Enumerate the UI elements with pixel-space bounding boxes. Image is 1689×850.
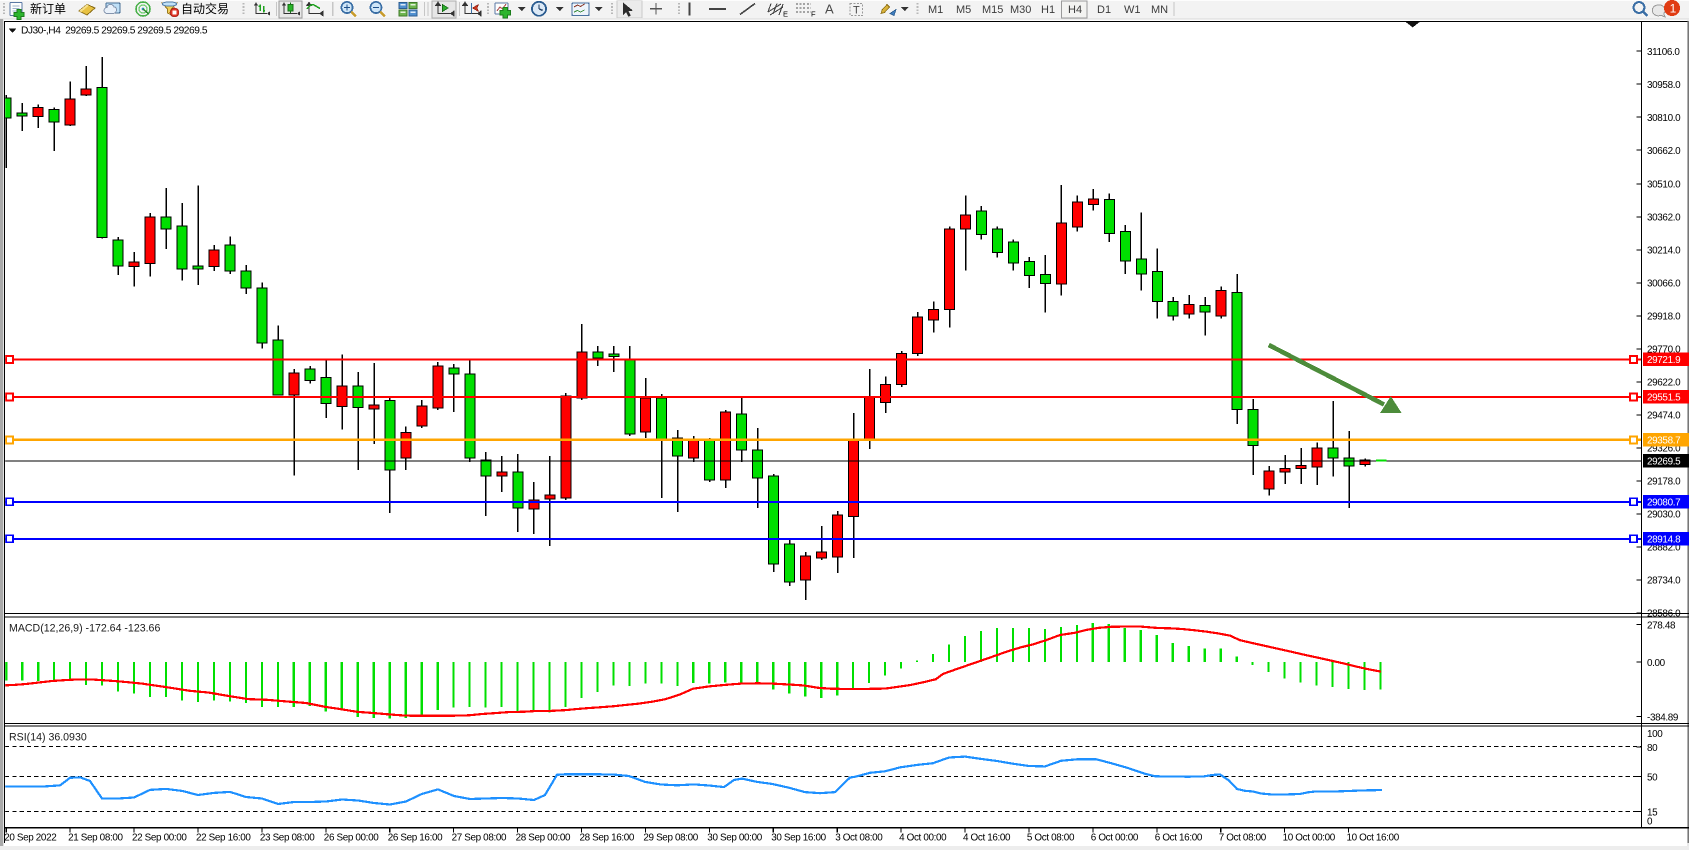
svg-text:29326.0: 29326.0 xyxy=(1647,444,1681,455)
svg-text:M15: M15 xyxy=(982,4,1003,16)
svg-text:10 Oct 16:00: 10 Oct 16:00 xyxy=(1347,832,1400,843)
svg-text:23 Sep 08:00: 23 Sep 08:00 xyxy=(260,832,315,843)
svg-text:29551.5: 29551.5 xyxy=(1647,393,1681,404)
svg-text:6 Oct 00:00: 6 Oct 00:00 xyxy=(1091,832,1139,843)
svg-text:3 Oct 08:00: 3 Oct 08:00 xyxy=(835,832,883,843)
svg-text:1: 1 xyxy=(1670,1,1677,15)
svg-text:28 Sep 16:00: 28 Sep 16:00 xyxy=(580,832,635,843)
svg-text:MN: MN xyxy=(1151,4,1168,16)
svg-text:T: T xyxy=(853,5,860,17)
svg-text:30362.0: 30362.0 xyxy=(1647,213,1681,224)
svg-text:278.48: 278.48 xyxy=(1647,620,1676,631)
svg-text:新订单: 新订单 xyxy=(30,1,66,16)
svg-text:21 Sep 08:00: 21 Sep 08:00 xyxy=(68,832,123,843)
svg-text:29358.7: 29358.7 xyxy=(1647,436,1680,447)
svg-text:29770.0: 29770.0 xyxy=(1647,345,1681,356)
svg-text:29918.0: 29918.0 xyxy=(1647,312,1681,323)
svg-text:28882.0: 28882.0 xyxy=(1647,543,1681,554)
svg-text:15: 15 xyxy=(1647,807,1658,818)
svg-text:22 Sep 00:00: 22 Sep 00:00 xyxy=(132,832,187,843)
svg-text:RSI(14) 36.0930: RSI(14) 36.0930 xyxy=(9,732,87,744)
svg-text:31106.0: 31106.0 xyxy=(1647,47,1680,58)
svg-text:50: 50 xyxy=(1647,772,1658,783)
svg-text:26 Sep 00:00: 26 Sep 00:00 xyxy=(324,832,379,843)
svg-text:E: E xyxy=(783,10,788,19)
svg-text:7 Oct 08:00: 7 Oct 08:00 xyxy=(1219,832,1267,843)
svg-text:W1: W1 xyxy=(1124,4,1141,16)
svg-text:自动交易: 自动交易 xyxy=(181,1,229,16)
svg-text:0.00: 0.00 xyxy=(1647,658,1666,669)
svg-text:H4: H4 xyxy=(1068,4,1082,16)
svg-text:29622.0: 29622.0 xyxy=(1647,378,1681,389)
svg-text:30066.0: 30066.0 xyxy=(1647,279,1681,290)
svg-text:5 Oct 08:00: 5 Oct 08:00 xyxy=(1027,832,1075,843)
svg-text:4 Oct 00:00: 4 Oct 00:00 xyxy=(899,832,947,843)
svg-text:28 Sep 00:00: 28 Sep 00:00 xyxy=(516,832,571,843)
svg-text:26 Sep 16:00: 26 Sep 16:00 xyxy=(388,832,443,843)
svg-text:30662.0: 30662.0 xyxy=(1647,146,1681,157)
svg-text:M5: M5 xyxy=(956,4,971,16)
svg-text:29 Sep 08:00: 29 Sep 08:00 xyxy=(643,832,698,843)
svg-text:30 Sep 16:00: 30 Sep 16:00 xyxy=(771,832,826,843)
svg-text:80: 80 xyxy=(1647,743,1658,754)
svg-text:28734.0: 28734.0 xyxy=(1647,576,1681,587)
svg-text:4 Oct 16:00: 4 Oct 16:00 xyxy=(963,832,1011,843)
svg-text:28586.0: 28586.0 xyxy=(1647,609,1681,620)
svg-text:-384.89: -384.89 xyxy=(1647,712,1679,723)
svg-text:0: 0 xyxy=(1647,816,1653,827)
svg-text:6 Oct 16:00: 6 Oct 16:00 xyxy=(1155,832,1203,843)
svg-text:29030.0: 29030.0 xyxy=(1647,510,1681,521)
svg-text:F: F xyxy=(811,10,816,19)
svg-text:M1: M1 xyxy=(928,4,943,16)
svg-text:29080.7: 29080.7 xyxy=(1647,498,1680,509)
svg-text:30958.0: 30958.0 xyxy=(1647,80,1681,91)
svg-text:29721.9: 29721.9 xyxy=(1647,355,1681,366)
svg-text:29474.0: 29474.0 xyxy=(1647,411,1681,422)
svg-text:29269.5: 29269.5 xyxy=(1647,457,1681,468)
svg-text:100: 100 xyxy=(1647,729,1663,740)
svg-text:28914.8: 28914.8 xyxy=(1647,535,1681,546)
svg-text:H1: H1 xyxy=(1041,4,1055,16)
svg-text:D1: D1 xyxy=(1097,4,1111,16)
svg-text:MACD(12,26,9) -172.64 -123.66: MACD(12,26,9) -172.64 -123.66 xyxy=(9,623,160,635)
svg-text:DJ30-,H4 29269.5 29269.5 2926: DJ30-,H4 29269.5 29269.5 29269.5 29269.5 xyxy=(21,26,208,37)
svg-text:22 Sep 16:00: 22 Sep 16:00 xyxy=(196,832,251,843)
svg-text:30214.0: 30214.0 xyxy=(1647,246,1681,257)
svg-text:27 Sep 08:00: 27 Sep 08:00 xyxy=(452,832,507,843)
svg-text:20 Sep 2022: 20 Sep 2022 xyxy=(4,832,56,843)
svg-text:M30: M30 xyxy=(1010,4,1031,16)
svg-text:30810.0: 30810.0 xyxy=(1647,113,1681,124)
svg-text:29178.0: 29178.0 xyxy=(1647,477,1681,488)
svg-text:30 Sep 00:00: 30 Sep 00:00 xyxy=(707,832,762,843)
svg-text:A: A xyxy=(825,2,834,17)
svg-text:10 Oct 00:00: 10 Oct 00:00 xyxy=(1283,832,1336,843)
svg-text:30510.0: 30510.0 xyxy=(1647,180,1681,191)
